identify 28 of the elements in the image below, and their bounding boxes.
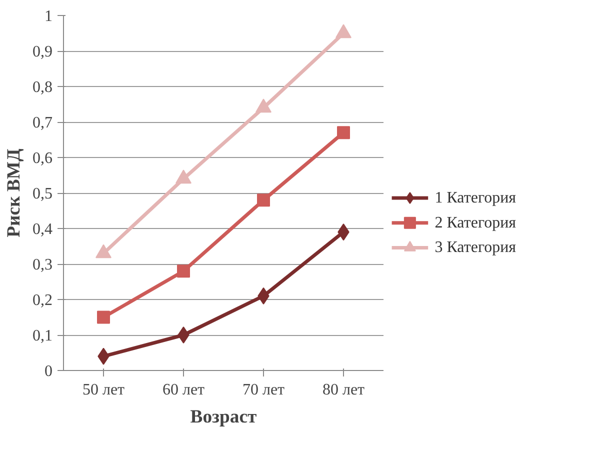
legend-label: 3 Категория [434, 239, 517, 256]
legend-label: 1 Категория [434, 189, 517, 206]
y-tick-label: 0,8 [32, 79, 52, 96]
point [177, 264, 190, 278]
x-axis-title: Возраст [190, 406, 257, 428]
point [97, 310, 110, 324]
y-tick-label: 0,4 [32, 221, 52, 238]
y-tick-label: 0,3 [32, 256, 52, 274]
point [178, 326, 190, 344]
y-axis-title: Риск ВМД [4, 148, 24, 238]
point [257, 194, 270, 207]
y-tick-label: 0,5 [32, 186, 52, 202]
y-tick-label: 0 [44, 363, 52, 380]
y-tick-label: 0,9 [32, 44, 52, 60]
y-tick-label: 1 [44, 8, 52, 25]
y-tick-label: 0,6 [32, 150, 52, 167]
point [176, 170, 192, 184]
point [336, 24, 352, 38]
y-tick-label: 0,7 [32, 114, 52, 132]
x-tick-label: 50 лет [82, 382, 125, 398]
y-tick-label: 0,1 [32, 328, 52, 344]
x-tick-label: 60 лет [162, 382, 205, 398]
point [256, 98, 272, 113]
x-tick-label: 80 лет [322, 382, 365, 398]
x-tick-label: 70 лет [242, 382, 285, 398]
y-tick-label: 0,2 [32, 292, 52, 309]
point [337, 126, 350, 140]
legend-label: 2 Категория [434, 214, 517, 232]
